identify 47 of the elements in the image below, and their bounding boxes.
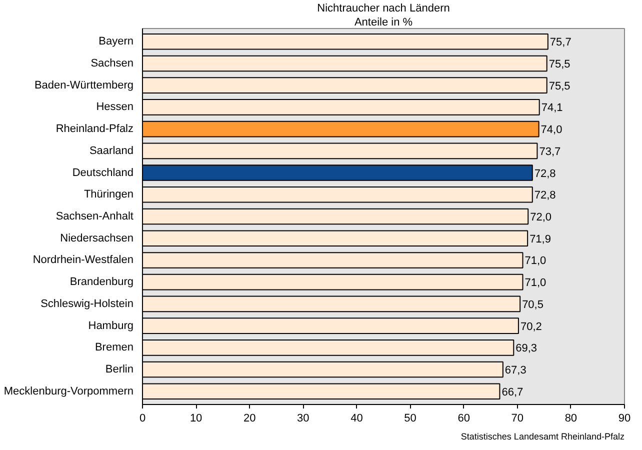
data-label: 75,5 — [548, 80, 570, 92]
data-label: 69,3 — [516, 342, 538, 355]
data-label: 72,0 — [530, 212, 552, 224]
y-tick-label: Niedersachsen — [60, 232, 134, 244]
chart-subtitle: Anteile in % — [354, 16, 413, 28]
y-tick-label: Baden-Württemberg — [34, 79, 134, 92]
y-tick-label: Thüringen — [84, 188, 134, 201]
y-tick-label: Deutschland — [72, 166, 134, 179]
x-tick-label: 0 — [139, 412, 146, 424]
y-tick-label: Berlin — [105, 364, 134, 376]
text: Statistisches Landesamt Rheinland-Pfalz — [460, 432, 625, 442]
data-label: 70,5 — [522, 298, 544, 311]
y-tick-label: Bayern — [98, 36, 134, 48]
x-tick-label: 90 — [618, 412, 631, 424]
x-tick-label: 10 — [190, 412, 202, 424]
data-label: 66,7 — [502, 386, 524, 398]
data-label: 71,9 — [530, 233, 551, 246]
x-tick-label: 30 — [297, 412, 310, 424]
y-tick-label: Nordrhein-Westfalen — [32, 254, 134, 266]
y-tick-label: Rheinland-Pfalz — [56, 123, 134, 136]
data-label: 74,0 — [540, 124, 562, 136]
data-label: 70,2 — [520, 320, 542, 333]
x-tick-label: 20 — [243, 412, 256, 424]
y-tick-label: Bremen — [94, 342, 134, 354]
x-tick-label: 40 — [350, 412, 363, 424]
y-tick-label: Hessen — [96, 101, 134, 114]
data-label: 71,0 — [524, 277, 546, 290]
y-tick-label: Schleswig-Holstein — [40, 298, 134, 310]
y-tick-label: Hamburg — [88, 320, 134, 332]
data-label: 75,5 — [548, 58, 570, 70]
x-tick-label: 50 — [404, 412, 416, 424]
data-label: 75,7 — [550, 36, 572, 49]
y-tick-label: Saarland — [89, 144, 134, 157]
data-label: 71,0 — [524, 255, 546, 268]
y-tick-label: Mecklenburg-Vorpommern — [4, 385, 134, 398]
data-label: 73,7 — [539, 146, 561, 158]
data-label: 72,8 — [534, 168, 556, 180]
data-label: 74,1 — [541, 102, 563, 114]
x-tick-label: 80 — [564, 412, 578, 424]
y-tick-label: Sachsen-Anhalt — [56, 210, 134, 222]
y-tick-label: Sachsen — [90, 57, 134, 70]
x-tick-label: 70 — [511, 412, 524, 424]
y-tick-label: Brandenburg — [70, 276, 134, 288]
chart-title: Nichtraucher nach Ländern — [317, 2, 450, 14]
data-label: 67,3 — [504, 364, 526, 377]
x-tick-label: 60 — [458, 412, 470, 424]
data-label: 72,8 — [534, 190, 556, 202]
